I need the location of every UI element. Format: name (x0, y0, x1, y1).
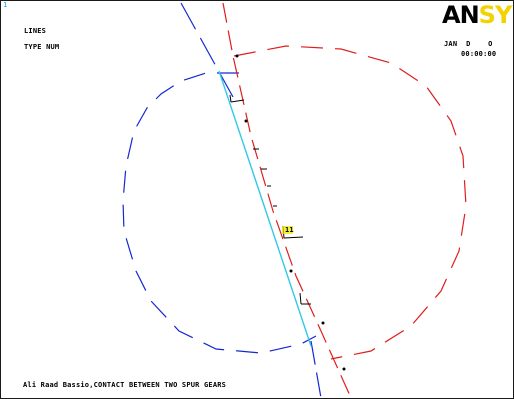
node-label-box (282, 226, 293, 234)
plot-title: LINES (24, 27, 47, 35)
ansys-logo: ANSYS (442, 1, 513, 29)
date-display: JAN D O (444, 40, 493, 48)
contact-line (218, 70, 312, 347)
contact-elements (229, 54, 346, 371)
gear-one-lines (122, 2, 322, 398)
time-display: 00:00:00 (461, 50, 497, 58)
node-label: 11 (285, 226, 294, 234)
gear-two-lines (222, 2, 467, 398)
footer-caption: Ali Raad Bassio,CONTACT BETWEEN TWO SPUR… (23, 381, 227, 389)
plot-subtitle: TYPE NUM (24, 43, 60, 51)
window-number: 1 (3, 1, 8, 9)
